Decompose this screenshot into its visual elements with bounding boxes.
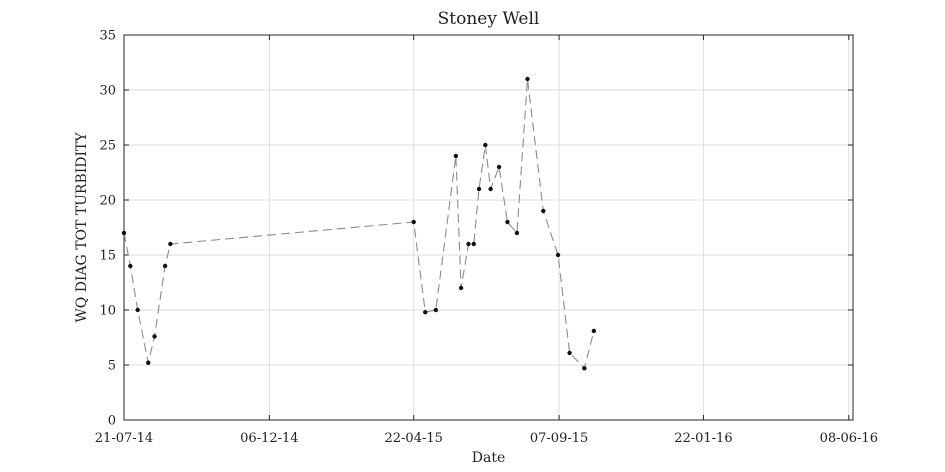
data-point [453,153,459,159]
x-tick-label: 21-07-14 [95,431,153,446]
data-point [582,366,587,371]
data-point [128,263,133,269]
data-point [488,186,493,192]
series-line [123,78,595,370]
data-point [505,219,510,225]
y-tick-label: 25 [99,139,116,154]
x-axis-label: Date [472,450,505,466]
data-point [471,241,476,247]
axis-ticks: 0 5 10 15 20 25 30 35 21-07-14 06-12-14 22-04-15 07… [95,29,878,447]
y-axis-label: WQ DIAG TOT TURBIDITY [74,132,90,323]
data-point [466,241,471,247]
data-point [541,208,546,214]
data-point [496,164,502,170]
x-tick-label: 08-06-16 [820,431,878,446]
grid [123,34,853,421]
x-tick-label: 22-04-15 [384,431,442,446]
data-point [162,263,168,269]
series-layer [121,76,597,371]
data-point [476,186,482,192]
y-tick-label: 30 [99,84,116,99]
data-point [567,350,572,356]
data-point [121,230,127,236]
data-point [423,310,428,315]
x-tick-label: 22-01-16 [674,431,732,446]
data-point [411,219,416,225]
data-point [458,285,464,291]
plot-area-frame [123,34,854,421]
data-point [514,230,520,236]
data-point [168,241,173,247]
data-point [483,142,488,148]
y-tick-label: 5 [108,359,116,374]
y-tick-label: 0 [108,414,116,429]
x-tick-label: 06-12-14 [240,431,298,446]
y-tick-label: 15 [99,249,116,264]
x-tick-label: 07-09-15 [530,431,588,446]
data-point [152,334,157,339]
chart-title: Stoney Well [438,9,540,29]
data-point [433,307,439,313]
data-point [146,360,151,365]
data-point [555,252,561,258]
data-point [135,307,140,313]
y-tick-label: 35 [99,29,116,44]
y-tick-label: 10 [99,304,116,319]
data-point [591,328,597,334]
y-tick-label: 20 [99,194,116,209]
data-point [525,76,530,82]
